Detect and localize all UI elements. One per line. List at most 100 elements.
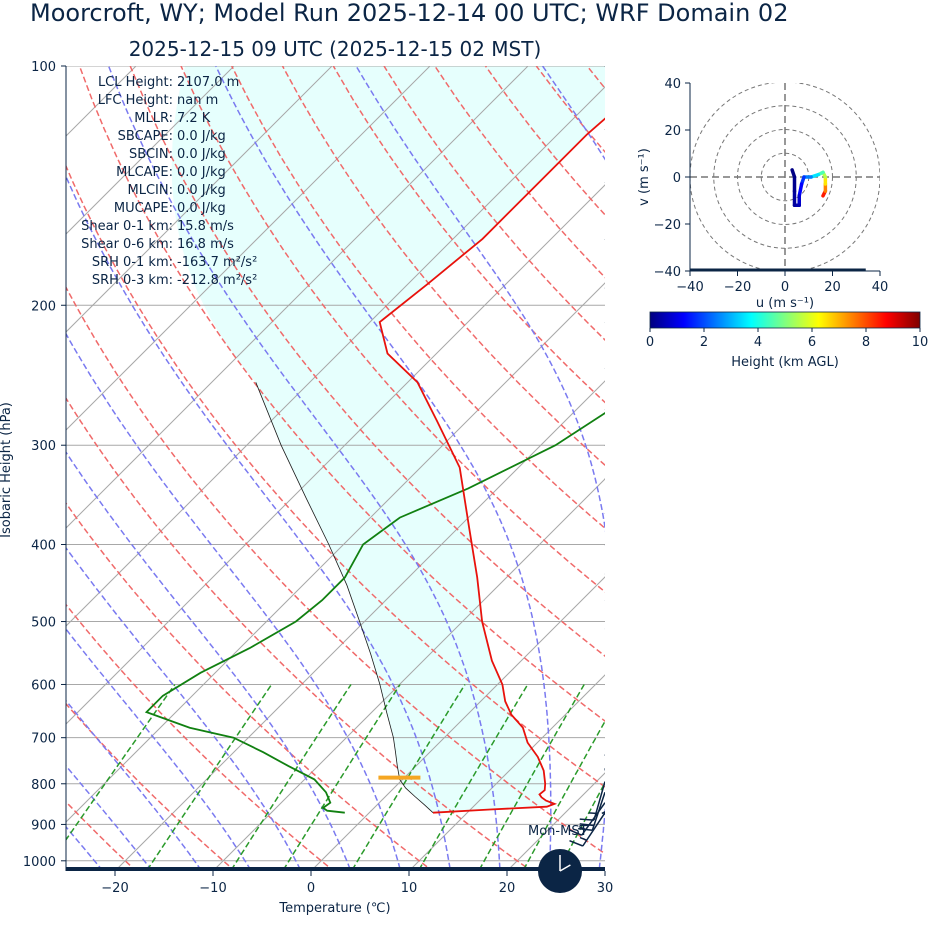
hodograph-x-tick-label: −20 [724, 280, 751, 295]
hodograph-x-tick-label: 20 [824, 280, 841, 295]
y-tick-label: 700 [31, 732, 56, 747]
stat-label: SRH 0-1 km: [92, 255, 173, 270]
stat-value: 16.8 m/s [177, 237, 234, 252]
wind-barb [604, 128, 605, 130]
hodograph-x-tick-label: 0 [781, 280, 789, 295]
stat-value: 15.8 m/s [177, 219, 234, 234]
mixing-ratio-line [417, 684, 529, 871]
stat-value: 2107.0 m [177, 75, 239, 90]
x-tick-label: −10 [199, 881, 226, 896]
dry-adiabat-line [66, 285, 605, 855]
y-tick-label: 600 [31, 678, 56, 693]
stat-value: 0.0 J/kg [177, 147, 226, 162]
surface-ground-strip [66, 867, 605, 871]
isotherm-line [212, 478, 605, 871]
wind-barb [604, 322, 605, 323]
y-axis-ticks: 1000 900 800 700 600 500 400 300 200 100 [23, 60, 66, 870]
isotherm-lines [66, 66, 605, 871]
hodograph-x-ticks: −40 −20 0 20 40 [676, 271, 888, 295]
wind-barb [604, 287, 605, 289]
stat-value: 0.0 J/kg [177, 201, 226, 216]
wind-barb [604, 737, 605, 739]
colorbar-tick-label: 4 [754, 335, 762, 350]
colorbar-tick-label: 8 [862, 335, 870, 350]
stat-value: 7.2 K [177, 111, 211, 126]
dry-adiabat-line [66, 502, 434, 871]
hodograph-x-label: u (m s⁻¹) [756, 296, 814, 311]
dry-adiabat-line [739, 66, 928, 878]
colorbar-label: Height (km AGL) [731, 355, 839, 370]
y-tick-label: 100 [31, 60, 56, 75]
wind-barb [604, 368, 605, 370]
hodograph-y-tick-label: −20 [654, 218, 681, 233]
clock-day-label: Mon-MST [528, 824, 588, 839]
stat-value: 0.0 J/kg [177, 165, 226, 180]
wind-barb [579, 781, 605, 821]
skew-t-plot: −20 −10 0 10 20 30 10009008007006005004003002… [0, 60, 928, 916]
isotherm-line [66, 184, 605, 725]
dry-adiabat-line [66, 164, 605, 788]
moist-adiabat-line [66, 546, 302, 871]
height-colorbar: 0 2 4 6 8 10 Height (km AGL) [646, 311, 928, 370]
wind-barb [604, 654, 605, 656]
wind-barb [604, 445, 605, 447]
moist-adiabat-line [696, 66, 803, 878]
wind-barb [601, 768, 605, 815]
stat-label: LFC Height: [98, 93, 173, 108]
moist-adiabat-line [66, 332, 402, 871]
dry-adiabat-lines [66, 66, 928, 878]
stat-label: SBCAPE: [118, 129, 173, 144]
dry-adiabat-line [841, 66, 928, 878]
wind-barb [604, 238, 605, 240]
moist-adiabat-line [66, 174, 452, 871]
moist-adiabat-line [107, 66, 501, 871]
wind-barb [604, 754, 605, 756]
stat-label: Shear 0-1 km: [81, 219, 173, 234]
y-tick-label: 1000 [23, 855, 56, 870]
dry-adiabat-line [689, 66, 928, 878]
hodograph-y-tick-label: 40 [664, 77, 681, 92]
stat-label: MUCAPE: [114, 201, 173, 216]
wind-barb [604, 408, 605, 410]
wind-barb [604, 66, 605, 67]
mixing-ratio-lines [66, 684, 605, 871]
colorbar-tick-label: 6 [808, 335, 816, 350]
hodograph-y-tick-label: 0 [673, 171, 681, 186]
isotherm-line [114, 380, 605, 871]
wind-barb [604, 684, 605, 686]
isotherm-line [66, 66, 431, 431]
hodograph-y-label: v (m s⁻¹) [637, 148, 652, 206]
wind-barb [604, 573, 605, 575]
wind-barb [605, 712, 648, 726]
moist-adiabat-line [355, 66, 605, 871]
mixing-ratio-line [522, 719, 605, 871]
hodograph-y-tick-label: 20 [664, 124, 681, 139]
stat-value: 0.0 J/kg [177, 129, 226, 144]
colorbar-tick-label: 10 [912, 335, 928, 350]
wind-barbs [568, 66, 648, 847]
mixing-ratio-line [281, 684, 401, 871]
colorbar-tick-label: 0 [646, 335, 654, 350]
hodograph-x-tick-label: 40 [872, 280, 889, 295]
moist-adiabat-line [66, 627, 253, 871]
x-tick-label: 10 [401, 881, 418, 896]
isotherm-line [66, 86, 605, 627]
dry-adiabat-line [66, 800, 138, 871]
moist-adiabat-line [66, 764, 154, 871]
dry-adiabat-line [231, 66, 605, 530]
dry-adiabat-line [66, 396, 533, 871]
mixing-ratio-line [145, 684, 273, 871]
y-tick-label: 800 [31, 778, 56, 793]
wind-barb [604, 182, 605, 184]
y-tick-label: 900 [31, 818, 56, 833]
stat-label: SRH 0-3 km: [92, 273, 173, 288]
dry-adiabat-line [790, 66, 928, 878]
y-tick-label: 500 [31, 616, 56, 631]
dewpoint-line [144, 411, 605, 814]
mixing-ratio-line [66, 684, 176, 842]
cape-cin-shading [171, 66, 605, 813]
stat-value: -163.7 m²/s² [177, 255, 257, 270]
y-axis-label: Isobaric Height (hPa) [0, 402, 14, 538]
x-tick-label: −20 [101, 881, 128, 896]
